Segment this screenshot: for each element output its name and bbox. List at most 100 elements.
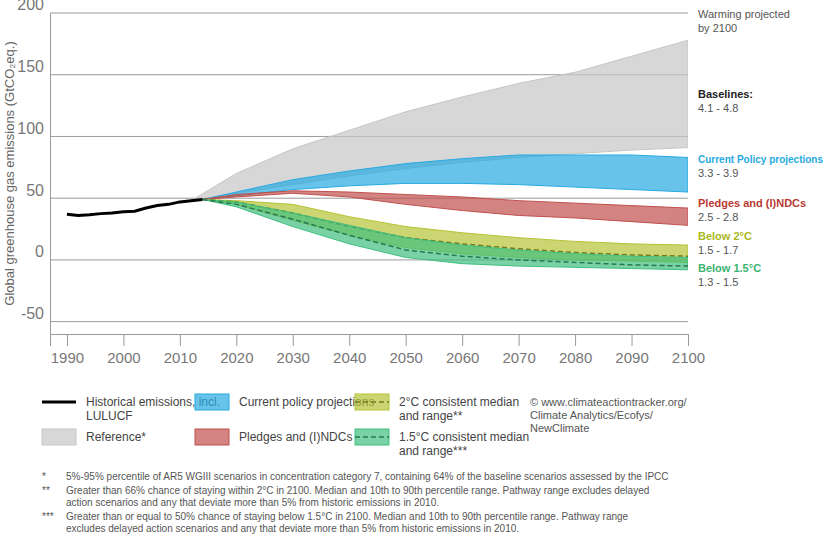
x-tick: 2100: [672, 334, 705, 366]
legend-item: Historical emissions, incl.LULUCF: [42, 395, 220, 423]
annotation: 4.1 - 4.8: [698, 102, 738, 114]
x-tick: 2040: [333, 334, 366, 366]
x-tick: 2000: [107, 334, 140, 366]
annotation: Baselines:: [698, 88, 753, 100]
annotation: 2.5 - 2.8: [698, 211, 738, 223]
annotation: Below 2°C: [698, 230, 752, 242]
y-tick-label: 0: [35, 243, 44, 260]
annotation: Pledges and (I)NDCs: [698, 197, 806, 209]
source: © www.climateactiontracker.org/Climate A…: [530, 396, 688, 434]
data-line: [67, 199, 203, 215]
x-tick-label: 2040: [333, 349, 366, 366]
x-tick: 2080: [559, 334, 592, 366]
annotation: Below 1.5°C: [698, 262, 761, 274]
grid-line: [50, 13, 688, 14]
legend: Historical emissions, incl.LULUCF Referen…: [42, 394, 529, 458]
x-tick-label: 2080: [559, 349, 592, 366]
source-text: Climate Analytics/Ecofys/: [530, 409, 654, 421]
x-tick-mark: [688, 334, 689, 346]
legend-swatch-median: [355, 401, 389, 403]
legend-swatch: [195, 429, 229, 445]
legend-text-line: 2°C consistent median: [399, 395, 519, 409]
y-tick: 0: [35, 243, 50, 260]
note-mark: **: [42, 485, 50, 496]
legend-label: 2°C consistent medianand range**: [399, 395, 519, 423]
x-tick-label: 2090: [615, 349, 648, 366]
area-band: [202, 199, 688, 269]
y-tick: 150: [17, 58, 50, 75]
y-tick-label: -50: [21, 305, 44, 322]
legend-swatch: [42, 429, 76, 445]
x-tick-label: 2000: [107, 349, 140, 366]
legend-item: Pledges and (I)NDCs: [195, 429, 352, 445]
x-tick: 2010: [164, 334, 197, 366]
annotation: 1.3 - 1.5: [698, 276, 738, 288]
grid-line: [50, 321, 688, 322]
source-text: © www.climateactiontracker.org/: [530, 396, 688, 408]
y-tick: 50: [26, 181, 50, 198]
y-axis-line: [50, 14, 51, 335]
legend-text-line: 1.5°C consistent median: [399, 430, 529, 444]
x-tick-label: 2010: [164, 349, 197, 366]
legend-text-line: Reference*: [86, 430, 146, 444]
x-tick-mark: [632, 334, 633, 346]
notes: * 5%-95% percentile of AR5 WGIII scenario…: [42, 471, 669, 534]
source-text: NewClimate: [530, 422, 589, 434]
legend-text-line: Current policy projections: [239, 395, 374, 409]
annotation: by 2100: [698, 22, 737, 34]
x-tick: 2070: [502, 334, 535, 366]
x-tick-mark: [406, 334, 407, 346]
x-tick-label: 2050: [390, 349, 423, 366]
x-tick: 2050: [390, 334, 423, 366]
y-tick-label: 100: [17, 120, 44, 137]
x-axis-line: [51, 335, 689, 347]
y-tick: -50: [21, 305, 50, 322]
legend-text-line: and range***: [399, 444, 467, 458]
note-text: 5%-95% percentile of AR5 WGIII scenarios…: [66, 471, 669, 482]
legend-label: 1.5°C consistent medianand range***: [399, 430, 529, 458]
legend-item: Current policy projections: [195, 394, 374, 410]
x-tick: 2020: [220, 334, 253, 366]
legend-swatch: [42, 401, 76, 404]
y-tick-label: 150: [17, 58, 44, 75]
x-tick: 2090: [615, 334, 648, 366]
y-tick-label: 200: [17, 0, 44, 13]
x-tick-mark: [67, 334, 68, 346]
y-tick: 100: [17, 120, 50, 137]
x-tick-label: 2100: [672, 349, 705, 366]
legend-text-line: and range**: [399, 409, 463, 423]
legend-label: Pledges and (I)NDCs: [239, 430, 352, 444]
legend-swatch: [355, 429, 389, 445]
x-tick: 1990: [51, 334, 84, 366]
note-text: Greater than 66% chance of staying withi…: [66, 485, 649, 496]
legend-label: Current policy projections: [239, 395, 374, 409]
x-tick-mark: [519, 334, 520, 346]
legend-item: Reference*: [42, 429, 146, 445]
y-axis-title: Global greenhouse gas emissions (GtCO₂eq…: [2, 41, 17, 305]
x-tick: 2030: [277, 334, 310, 366]
chart-container: -50 0 50 100 150 200 1990 2000 2010 2020 2030 2040 2…: [0, 0, 830, 540]
chart-svg: -50 0 50 100 150 200 1990 2000 2010 2020 2030 2040 2…: [0, 0, 830, 540]
x-tick-label: 1990: [51, 349, 84, 366]
x-tick-mark: [180, 334, 181, 346]
x-tick-mark: [123, 334, 124, 346]
grid: [50, 13, 688, 322]
x-axis: 1990 2000 2010 2020 2030 2040 2050 2060 2070 2080…: [51, 334, 706, 366]
x-tick-mark: [236, 334, 237, 346]
annotations: Warming projected by 2100 Baselines: 4.1 - …: [698, 8, 823, 288]
legend-swatch: [195, 394, 229, 410]
y-tick-label: 50: [26, 181, 44, 198]
note-text: excludes delayed action scenarios and an…: [66, 523, 519, 534]
note-text: action scenarios and any that deviate mo…: [66, 497, 439, 508]
legend-swatch: [355, 394, 389, 410]
legend-text-line: Pledges and (I)NDCs: [239, 430, 352, 444]
y-tick: 200: [17, 0, 50, 14]
x-tick: 2060: [446, 334, 479, 366]
x-tick-mark: [293, 334, 294, 346]
annotation: 1.5 - 1.7: [698, 244, 738, 256]
note-mark: *: [42, 471, 46, 482]
median-line: [202, 199, 688, 266]
annotation: Warming projected: [698, 8, 790, 20]
x-tick-label: 2060: [446, 349, 479, 366]
x-tick-mark: [349, 334, 350, 346]
